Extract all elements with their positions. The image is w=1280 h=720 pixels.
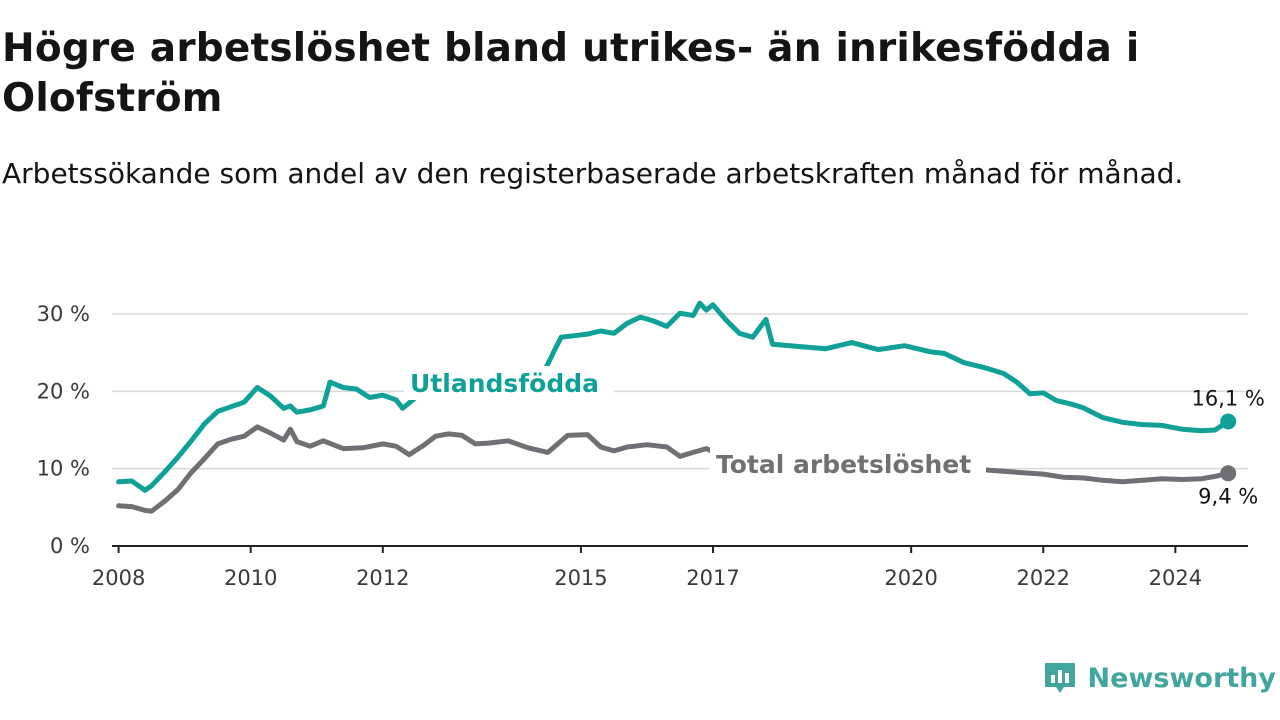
y-axis: 0 % 10 % 20 % 30 % bbox=[37, 302, 90, 558]
x-axis: 2008 2010 2012 2015 2017 2020 2022 2024 bbox=[92, 545, 1248, 590]
y-tick-label: 30 % bbox=[37, 302, 90, 326]
x-tick-label: 2017 bbox=[686, 566, 739, 590]
series-labels: Utlandsfödda Total arbetslöshet bbox=[404, 366, 986, 481]
brand-name: Newsworthy bbox=[1087, 662, 1276, 694]
x-tick-label: 2015 bbox=[554, 566, 607, 590]
label-halo bbox=[404, 366, 614, 400]
series-label-total: Total arbetslöshet bbox=[716, 450, 971, 479]
chart-subtitle: Arbetssökande som andel av den registerb… bbox=[2, 157, 1184, 190]
x-tick-label: 2022 bbox=[1017, 566, 1070, 590]
y-tick-label: 10 % bbox=[37, 457, 90, 481]
series-label-utlandsfodda: Utlandsfödda bbox=[410, 369, 599, 398]
y-tick-label: 20 % bbox=[37, 379, 90, 403]
x-tick-label: 2012 bbox=[356, 566, 409, 590]
end-point-marker bbox=[1220, 465, 1237, 482]
x-tick-label: 2010 bbox=[224, 566, 277, 590]
newsworthy-logo-icon bbox=[1044, 663, 1075, 693]
series-lines: 16,1 % 9,4 % bbox=[116, 300, 1265, 514]
gridlines bbox=[112, 313, 1248, 470]
y-tick-label: 0 % bbox=[50, 534, 90, 558]
x-tick-label: 2024 bbox=[1149, 566, 1202, 590]
series-line bbox=[116, 300, 1231, 493]
brand-logo: Newsworthy bbox=[1042, 660, 1276, 696]
end-point-marker bbox=[1220, 413, 1237, 430]
label-halo bbox=[710, 447, 986, 481]
x-tick-label: 2020 bbox=[884, 566, 937, 590]
end-value-label: 9,4 % bbox=[1198, 484, 1258, 508]
series-line bbox=[116, 424, 1231, 514]
chart-title: Högre arbetslöshet bland utrikes- än inr… bbox=[2, 26, 1140, 121]
end-value-label: 16,1 % bbox=[1191, 386, 1264, 410]
x-tick-label: 2008 bbox=[92, 566, 145, 590]
